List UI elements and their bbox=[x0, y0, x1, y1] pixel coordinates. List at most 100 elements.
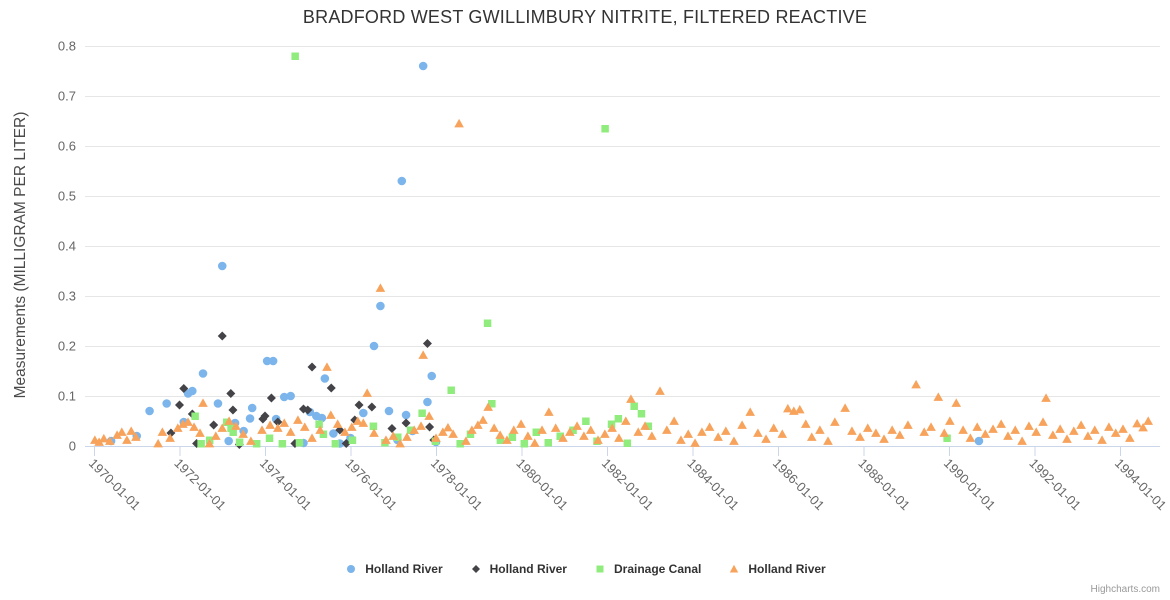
data-point[interactable] bbox=[544, 407, 554, 416]
data-point[interactable] bbox=[454, 118, 464, 128]
data-point[interactable] bbox=[358, 418, 369, 427]
data-point[interactable] bbox=[1076, 420, 1086, 429]
data-point[interactable] bbox=[895, 430, 905, 439]
data-point[interactable] bbox=[448, 429, 458, 438]
data-point[interactable] bbox=[359, 408, 368, 418]
data-point[interactable] bbox=[126, 426, 136, 435]
data-point[interactable] bbox=[395, 438, 405, 448]
data-point[interactable] bbox=[489, 423, 499, 432]
data-point[interactable] bbox=[1062, 434, 1072, 443]
data-point[interactable] bbox=[926, 422, 936, 431]
data-point[interactable] bbox=[99, 433, 109, 443]
data-point[interactable] bbox=[683, 429, 694, 438]
data-point[interactable] bbox=[1069, 426, 1079, 435]
data-point[interactable] bbox=[478, 415, 488, 424]
data-point[interactable] bbox=[401, 410, 411, 420]
data-point[interactable] bbox=[483, 402, 493, 411]
data-point[interactable] bbox=[903, 420, 913, 429]
data-point[interactable] bbox=[795, 404, 805, 414]
data-point[interactable] bbox=[94, 437, 104, 446]
data-point[interactable] bbox=[943, 434, 951, 443]
data-point[interactable] bbox=[262, 356, 272, 366]
data-point[interactable] bbox=[209, 420, 219, 430]
data-point[interactable] bbox=[332, 419, 343, 428]
data-point[interactable] bbox=[315, 420, 323, 429]
data-point[interactable] bbox=[369, 428, 379, 437]
data-point[interactable] bbox=[508, 433, 517, 442]
data-point[interactable] bbox=[266, 393, 276, 403]
data-point[interactable] bbox=[369, 341, 379, 351]
data-point[interactable] bbox=[189, 422, 199, 431]
data-point[interactable] bbox=[614, 433, 624, 442]
data-point[interactable] bbox=[761, 434, 771, 443]
data-point[interactable] bbox=[286, 391, 295, 401]
data-point[interactable] bbox=[381, 435, 391, 444]
data-point[interactable] bbox=[131, 432, 141, 441]
data-point[interactable] bbox=[980, 429, 991, 438]
data-point[interactable] bbox=[1138, 422, 1148, 432]
data-point[interactable] bbox=[1024, 421, 1034, 430]
data-point[interactable] bbox=[496, 436, 505, 445]
data-point[interactable] bbox=[1143, 416, 1154, 425]
data-point[interactable] bbox=[329, 429, 338, 438]
data-point[interactable] bbox=[697, 427, 707, 436]
data-point[interactable] bbox=[529, 438, 540, 447]
data-point[interactable] bbox=[224, 416, 234, 425]
data-point[interactable] bbox=[520, 440, 529, 448]
data-point[interactable] bbox=[257, 425, 267, 434]
data-point[interactable] bbox=[295, 439, 304, 447]
data-point[interactable] bbox=[558, 433, 568, 442]
data-point[interactable] bbox=[1031, 427, 1042, 436]
data-point[interactable] bbox=[238, 429, 248, 438]
data-point[interactable] bbox=[348, 436, 357, 445]
data-point[interactable] bbox=[502, 435, 512, 444]
data-point[interactable] bbox=[1125, 433, 1135, 442]
data-point[interactable] bbox=[191, 412, 199, 421]
data-point[interactable] bbox=[800, 419, 811, 428]
data-point[interactable] bbox=[1110, 428, 1121, 437]
data-point[interactable] bbox=[245, 414, 255, 423]
data-point[interactable] bbox=[996, 419, 1006, 428]
data-point[interactable] bbox=[326, 410, 336, 419]
data-point[interactable] bbox=[572, 421, 582, 430]
data-point[interactable] bbox=[847, 426, 857, 435]
data-point[interactable] bbox=[537, 425, 547, 434]
data-point[interactable] bbox=[745, 407, 756, 416]
data-point[interactable] bbox=[165, 433, 175, 442]
data-point[interactable] bbox=[556, 432, 564, 441]
data-point[interactable] bbox=[260, 411, 270, 421]
data-point[interactable] bbox=[112, 430, 122, 439]
data-point[interactable] bbox=[162, 399, 171, 408]
data-point[interactable] bbox=[713, 432, 723, 441]
data-point[interactable] bbox=[855, 432, 865, 441]
data-point[interactable] bbox=[830, 417, 840, 426]
highcharts-credit[interactable]: Highcharts.com bbox=[1090, 584, 1160, 595]
data-point[interactable] bbox=[175, 400, 184, 410]
data-point[interactable] bbox=[278, 440, 287, 448]
data-point[interactable] bbox=[1104, 422, 1114, 431]
data-point[interactable] bbox=[783, 403, 793, 413]
data-point[interactable] bbox=[630, 402, 638, 411]
data-point[interactable] bbox=[153, 438, 163, 448]
data-point[interactable] bbox=[669, 416, 679, 425]
data-point[interactable] bbox=[509, 425, 519, 434]
data-point[interactable] bbox=[473, 420, 483, 429]
data-point[interactable] bbox=[299, 422, 310, 431]
data-point[interactable] bbox=[319, 430, 328, 439]
data-point[interactable] bbox=[340, 427, 350, 436]
data-point[interactable] bbox=[640, 421, 650, 430]
data-point[interactable] bbox=[307, 433, 317, 442]
data-point[interactable] bbox=[1003, 431, 1013, 440]
data-point[interactable] bbox=[544, 439, 553, 447]
data-point[interactable] bbox=[409, 425, 419, 434]
data-point[interactable] bbox=[105, 436, 115, 445]
data-point[interactable] bbox=[461, 436, 471, 445]
data-point[interactable] bbox=[394, 433, 402, 442]
data-point[interactable] bbox=[523, 431, 533, 440]
data-point[interactable] bbox=[737, 420, 747, 429]
data-point[interactable] bbox=[406, 426, 415, 435]
data-point[interactable] bbox=[862, 423, 873, 432]
data-point[interactable] bbox=[279, 392, 289, 402]
data-point[interactable] bbox=[418, 61, 428, 71]
data-point[interactable] bbox=[614, 415, 623, 423]
